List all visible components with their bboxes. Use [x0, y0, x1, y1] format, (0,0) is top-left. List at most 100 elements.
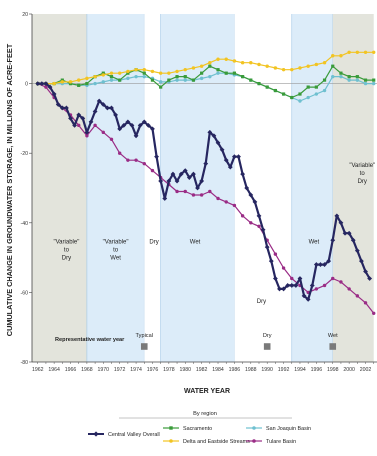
data-point	[216, 57, 220, 61]
data-point	[76, 112, 82, 118]
data-point	[363, 301, 368, 305]
x-tick-label: 1962	[32, 367, 44, 373]
data-point	[265, 85, 269, 89]
data-point	[241, 75, 245, 79]
data-point	[77, 83, 81, 87]
data-point	[60, 78, 64, 82]
data-point	[273, 66, 278, 70]
data-point	[306, 95, 310, 100]
data-point	[290, 95, 294, 100]
data-point	[52, 81, 56, 86]
data-point	[232, 71, 237, 75]
data-point	[199, 178, 205, 184]
data-point	[264, 244, 270, 250]
period-label: Dry	[149, 240, 158, 246]
data-point	[224, 200, 228, 204]
legend-marker	[169, 439, 173, 443]
data-point	[223, 157, 229, 163]
data-point	[339, 54, 343, 58]
data-point	[175, 78, 179, 82]
data-point	[104, 105, 110, 111]
data-point	[265, 64, 269, 68]
data-point	[347, 50, 351, 54]
data-point	[175, 69, 179, 74]
representative-marker	[329, 343, 337, 350]
data-point	[145, 122, 151, 128]
data-point	[191, 78, 196, 82]
data-point	[101, 130, 105, 135]
data-point	[297, 276, 303, 281]
data-point	[372, 78, 376, 82]
data-point	[236, 154, 241, 160]
data-point	[249, 221, 253, 225]
data-point	[200, 71, 204, 75]
data-point	[224, 71, 228, 75]
data-point	[150, 168, 155, 173]
data-point	[244, 185, 250, 191]
data-point	[331, 276, 335, 281]
data-point	[285, 283, 291, 288]
data-point	[334, 213, 340, 219]
data-point	[199, 76, 204, 81]
period-label: Dry	[257, 299, 266, 305]
x-tick-label: 2002	[360, 367, 372, 373]
data-point	[330, 237, 336, 243]
data-point	[142, 71, 146, 75]
data-point	[183, 78, 187, 82]
data-point	[355, 294, 360, 298]
data-point	[309, 283, 315, 288]
x-tick-label: 1994	[294, 367, 306, 373]
data-point	[363, 78, 368, 82]
data-point	[216, 68, 220, 72]
data-point	[35, 81, 41, 86]
data-point	[298, 99, 302, 103]
data-point	[248, 192, 254, 198]
data-point	[93, 81, 97, 86]
data-point	[232, 154, 237, 160]
x-tick-label: 1972	[114, 367, 126, 373]
data-point	[77, 78, 81, 82]
data-point	[80, 116, 86, 121]
data-point	[290, 276, 294, 281]
data-point	[314, 85, 318, 89]
data-point	[363, 50, 368, 54]
legend: By region Central Valley Overall Sacrament…	[88, 411, 311, 445]
data-point	[158, 178, 164, 184]
representative-label: Representative water year	[55, 337, 125, 343]
data-point	[150, 78, 155, 82]
data-point	[339, 74, 343, 79]
data-point	[109, 137, 114, 141]
data-point	[68, 116, 73, 121]
data-point	[117, 71, 122, 75]
y-tick-label: -60	[21, 290, 29, 296]
legend-entry: Tulare Basin	[266, 439, 296, 445]
data-point	[154, 154, 159, 160]
x-tick-label: 1996	[311, 367, 323, 373]
data-point	[166, 178, 172, 184]
x-tick-label: 1988	[245, 367, 257, 373]
data-point	[260, 227, 266, 233]
data-point	[134, 158, 138, 162]
legend-marker	[93, 431, 99, 437]
data-point	[134, 67, 138, 72]
data-point	[92, 109, 98, 114]
data-point	[208, 64, 212, 68]
x-tick-label: 1964	[48, 367, 60, 373]
data-point	[126, 71, 130, 75]
data-point	[125, 119, 131, 125]
data-point	[68, 82, 73, 86]
data-point	[183, 75, 187, 79]
representative-water-year: Representative water year Typical Dry Wet	[55, 333, 338, 350]
data-point	[117, 126, 123, 132]
data-point	[100, 102, 106, 107]
x-tick-label: 1982	[196, 367, 208, 373]
data-point	[44, 85, 48, 89]
x-tick-label: 1976	[147, 367, 159, 373]
data-point	[129, 122, 135, 128]
data-point	[322, 262, 327, 267]
data-point	[142, 161, 146, 166]
x-tick-label: 1970	[98, 367, 110, 373]
data-point	[109, 75, 114, 79]
